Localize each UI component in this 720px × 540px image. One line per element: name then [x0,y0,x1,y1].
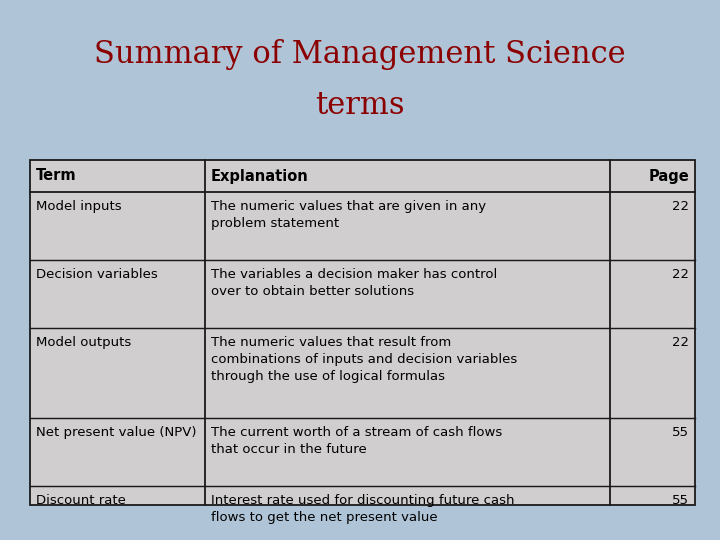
Text: Model inputs: Model inputs [36,200,122,213]
Bar [30,160,695,505]
Text: Net present value (NPV): Net present value (NPV) [36,426,197,439]
Text: 55: 55 [672,494,689,507]
Text: 22: 22 [672,268,689,281]
Text: terms: terms [315,90,405,120]
Text: Explanation: Explanation [211,168,309,184]
Text: Interest rate used for discounting future cash
flows to get the net present valu: Interest rate used for discounting futur… [211,494,515,524]
Text: The numeric values that are given in any
problem statement: The numeric values that are given in any… [211,200,486,230]
Text: Term: Term [36,168,76,184]
Text: The numeric values that result from
combinations of inputs and decision variable: The numeric values that result from comb… [211,336,517,383]
Text: Summary of Management Science: Summary of Management Science [94,39,626,71]
Text: 22: 22 [672,200,689,213]
Text: The current worth of a stream of cash flows
that occur in the future: The current worth of a stream of cash fl… [211,426,503,456]
Text: 22: 22 [672,336,689,349]
Text: Decision variables: Decision variables [36,268,158,281]
Text: The variables a decision maker has control
over to obtain better solutions: The variables a decision maker has contr… [211,268,498,298]
Text: Discount rate: Discount rate [36,494,126,507]
Text: 55: 55 [672,426,689,439]
Text: Page: Page [648,168,689,184]
Text: Model outputs: Model outputs [36,336,131,349]
